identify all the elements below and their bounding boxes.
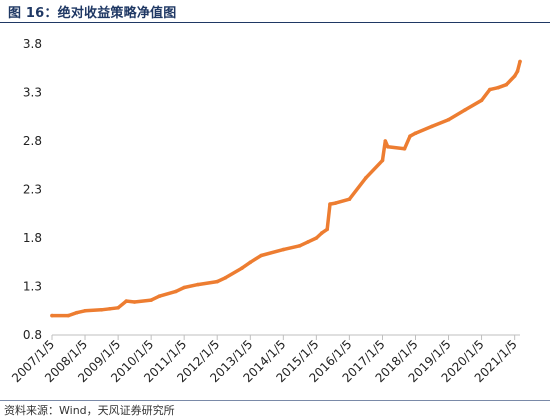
- data-point: [132, 300, 137, 304]
- y-tick-label: 1.3: [23, 280, 42, 294]
- y-tick-label: 2.3: [23, 183, 42, 197]
- data-point: [124, 299, 129, 303]
- data-point: [515, 69, 520, 73]
- x-axis-ticks: 2007/1/52008/1/52009/1/52010/1/52011/1/5…: [9, 335, 520, 385]
- data-point: [463, 108, 467, 112]
- source-note: 资料来源：Wind，天风证券研究所: [4, 404, 175, 417]
- y-axis-ticks: 0.8 1.3 1.8 2.3 2.8 3.3 3.8: [23, 37, 42, 342]
- data-point: [174, 289, 178, 294]
- data-point: [281, 247, 286, 252]
- data-point: [383, 139, 388, 143]
- title-rule: [0, 22, 550, 23]
- data-point: [50, 313, 54, 318]
- data-point: [74, 310, 79, 315]
- data-point: [157, 294, 162, 299]
- data-point: [66, 313, 71, 318]
- data-point: [240, 266, 244, 270]
- y-tick-label: 3.3: [23, 86, 42, 100]
- data-point: [446, 117, 451, 122]
- data-point: [408, 134, 412, 138]
- data-point: [347, 197, 352, 201]
- data-point: [99, 308, 104, 312]
- data-point: [116, 306, 120, 310]
- y-tick-label: 2.8: [23, 134, 42, 148]
- data-point: [512, 74, 517, 78]
- data-point: [314, 236, 319, 240]
- data-point: [182, 285, 186, 290]
- data-point: [333, 201, 338, 205]
- figure-title: 图 16：绝对收益策略净值图: [8, 6, 177, 21]
- bottom-rule: [0, 400, 550, 401]
- data-point: [488, 87, 492, 92]
- data-point: [297, 244, 302, 248]
- data-point: [196, 282, 200, 287]
- data-point: [364, 176, 368, 180]
- data-point: [259, 253, 264, 258]
- data-point: [223, 276, 228, 280]
- data-point: [402, 147, 407, 151]
- data-point: [380, 158, 385, 163]
- data-point: [386, 145, 390, 149]
- data-point: [504, 82, 509, 87]
- data-point: [306, 240, 310, 244]
- data-point: [325, 227, 330, 232]
- data-point: [413, 131, 418, 135]
- y-tick-label: 0.8: [23, 328, 42, 342]
- y-tick-label: 3.8: [23, 37, 42, 51]
- line-chart: 0.8 1.3 1.8 2.3 2.8 3.3 3.8 2007/1/52008/1/520…: [9, 37, 522, 385]
- data-point: [496, 85, 500, 90]
- data-points: [50, 59, 522, 318]
- data-point: [108, 307, 112, 311]
- y-tick-label: 1.8: [23, 231, 42, 245]
- net-value-line: [50, 59, 522, 318]
- data-point: [328, 202, 332, 206]
- data-point: [518, 59, 522, 64]
- data-point: [215, 279, 219, 284]
- data-point: [248, 260, 253, 265]
- data-point: [83, 309, 87, 313]
- data-point: [319, 231, 324, 235]
- data-point: [430, 124, 434, 129]
- data-point: [479, 98, 484, 103]
- data-point: [149, 298, 153, 302]
